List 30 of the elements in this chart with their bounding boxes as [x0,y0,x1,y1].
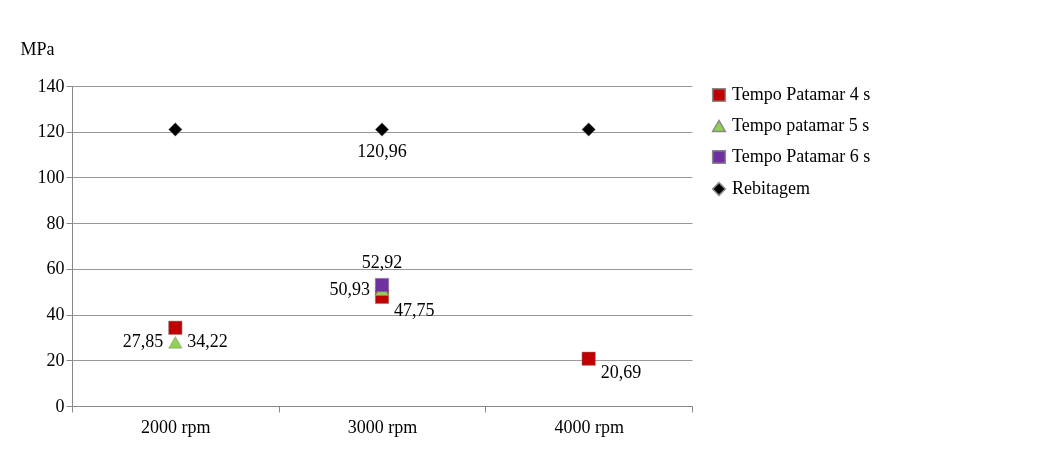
y-tick-label: 100 [37,166,65,187]
legend-label: Tempo patamar 5 s [732,115,870,135]
y-axis-title: MPa [20,38,55,59]
data-label: 50,93 [329,278,370,299]
data-label: 120,96 [357,140,407,161]
y-tick-label: 120 [37,121,65,142]
data-label: 27,85 [122,331,164,352]
data-label: 47,75 [394,299,435,320]
x-tick-label: 3000 rpm [347,416,418,437]
point [168,336,183,349]
legend-label: Rebitagem [732,178,810,198]
point [168,122,183,137]
x-tick-label: 2000 rpm [141,416,211,437]
data-label: 20,69 [600,361,642,382]
data-label: 34,22 [187,330,228,351]
y-tick-label: 60 [46,258,65,279]
legend-label: Tempo Patamar 6 s [732,146,871,166]
y-tick-label: 80 [46,212,65,233]
data-label: 52,92 [361,252,403,273]
point [581,122,596,137]
legend-label: Tempo Patamar 4 s [732,84,871,104]
point [375,278,389,292]
x-tick-label: 4000 rpm [554,416,624,437]
y-tick-label: 140 [37,75,65,96]
point [168,320,183,335]
point [581,351,596,366]
point [375,122,389,137]
y-tick-label: 0 [55,395,65,416]
y-tick-label: 40 [46,304,65,325]
y-tick-label: 20 [46,349,65,370]
